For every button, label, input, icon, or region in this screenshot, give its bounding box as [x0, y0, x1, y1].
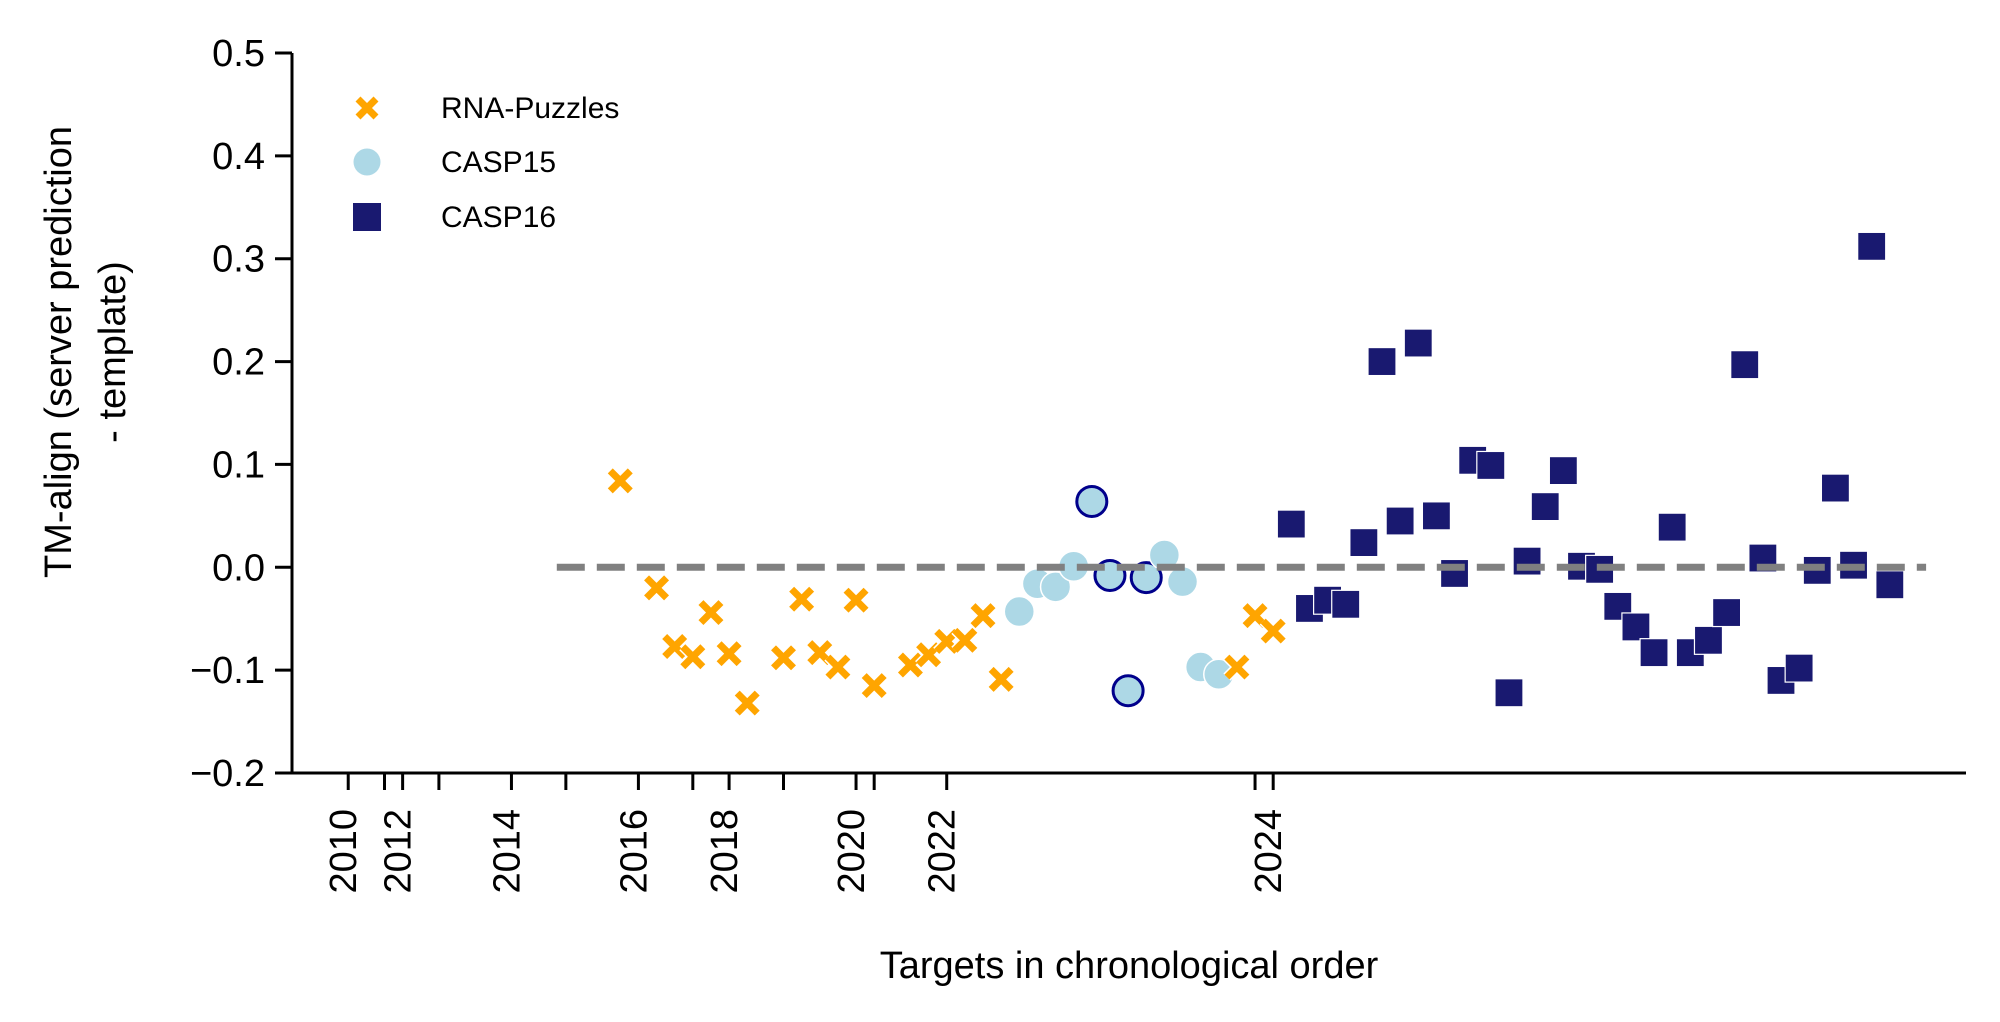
circle-marker-icon — [353, 148, 381, 176]
rna-puzzles-point — [679, 643, 707, 671]
axes: 0.50.40.30.20.10.0−0.1−0.2 2010 2012 2014 2… — [190, 33, 1966, 894]
casp16-point — [1476, 450, 1506, 481]
square-marker-icon — [353, 203, 381, 231]
legend-item-casp15: CASP15 — [353, 146, 556, 179]
series-casp15 — [1003, 484, 1235, 708]
plot-area — [556, 231, 1927, 717]
rna-puzzles-point — [697, 599, 725, 627]
casp16-point — [1439, 558, 1470, 589]
rna-puzzles-point — [788, 585, 816, 613]
y-tick-label: 0.0 — [212, 547, 265, 589]
rna-puzzles-point — [1241, 602, 1269, 630]
casp15-point-highlighted — [1075, 484, 1109, 518]
y-tick-label: 0.2 — [212, 342, 265, 384]
y-ticks: 0.5 0.4 0.3 0.2 0.1 0.0 −0.1 −0.2 — [190, 33, 292, 795]
casp15-point — [1166, 565, 1199, 598]
casp16-point — [1494, 678, 1524, 708]
casp16-point — [1693, 625, 1724, 655]
x-tick-label: 2018 — [704, 809, 746, 894]
casp16-point — [1331, 589, 1361, 619]
x-tick-label: 2020 — [831, 809, 873, 894]
casp16-point — [1367, 346, 1397, 377]
casp16-point — [1403, 328, 1433, 358]
casp15-point — [1039, 571, 1072, 603]
y-tick-label: −0.1 — [190, 650, 265, 692]
rna-puzzles-point — [860, 672, 888, 700]
rna-puzzles-point — [733, 689, 761, 717]
legend-item-rna-puzzles: RNA-Puzzles — [355, 92, 619, 125]
x-marker-icon — [355, 96, 379, 120]
rna-puzzles-point — [987, 665, 1015, 693]
casp16-point — [1639, 638, 1669, 668]
x-axis-title: Targets in chronological order — [880, 945, 1379, 987]
rna-puzzles-point — [769, 644, 798, 672]
rna-puzzles-point — [661, 632, 689, 661]
casp16-point — [1711, 597, 1742, 628]
y-axis-title-line-2: - template) — [92, 261, 134, 443]
casp16-point — [1421, 501, 1452, 531]
rna-puzzles-point — [824, 653, 852, 681]
x-tick-label: 2010 — [323, 809, 365, 894]
y-tick-label: −0.2 — [190, 753, 265, 795]
y-tick-label: 0.1 — [212, 444, 265, 486]
series-rna-puzzles — [606, 467, 1287, 717]
x-ticks: 2010 2012 2014 2016 2018 2020 2022 2024 — [323, 773, 1290, 894]
series-casp16 — [1276, 231, 1905, 708]
y-tick-label: 0.4 — [212, 136, 265, 178]
casp15-point-highlighted — [1111, 674, 1145, 708]
rna-puzzles-point — [715, 640, 743, 668]
y-axis-title: TM-align (server prediction - template) — [38, 126, 134, 578]
rna-puzzles-point — [969, 602, 997, 630]
x-tick-label: 2024 — [1248, 809, 1290, 894]
legend-label-casp16: CASP16 — [441, 201, 556, 234]
x-tick-label: 2014 — [486, 809, 528, 894]
casp16-point — [1857, 231, 1887, 261]
rna-puzzles-point — [896, 651, 924, 679]
casp16-point — [1548, 456, 1578, 486]
casp16-point — [1349, 527, 1379, 558]
rna-puzzles-point — [1259, 617, 1287, 645]
casp16-point — [1385, 506, 1415, 536]
x-tick-label: 2012 — [378, 809, 420, 894]
x-tick-label: 2022 — [922, 809, 964, 894]
casp16-point — [1530, 492, 1560, 522]
casp16-point — [1512, 546, 1542, 576]
rna-puzzles-point — [842, 586, 870, 614]
casp16-point — [1621, 612, 1651, 642]
legend-item-casp16: CASP16 — [353, 201, 556, 234]
casp16-point — [1784, 653, 1814, 683]
legend: RNA-Puzzles CASP15 CASP16 — [353, 92, 619, 234]
y-axis-title-line-1: TM-align (server prediction — [38, 126, 80, 578]
legend-label-rna-puzzles: RNA-Puzzles — [441, 92, 619, 125]
casp15-point — [1003, 595, 1036, 628]
casp16-point — [1657, 512, 1687, 542]
rna-puzzles-point — [606, 467, 634, 495]
casp16-point — [1875, 570, 1905, 600]
rna-puzzles-point — [643, 574, 671, 602]
casp16-point — [1730, 350, 1760, 380]
casp16-point — [1276, 509, 1306, 539]
x-tick-label: 2016 — [613, 809, 655, 894]
legend-label-casp15: CASP15 — [441, 146, 556, 179]
y-tick-label: 0.5 — [212, 33, 265, 75]
y-tick-label: 0.3 — [212, 239, 265, 281]
casp16-point — [1820, 473, 1851, 503]
rna-puzzles-point — [951, 626, 979, 654]
rna-puzzles-point — [1223, 653, 1251, 681]
